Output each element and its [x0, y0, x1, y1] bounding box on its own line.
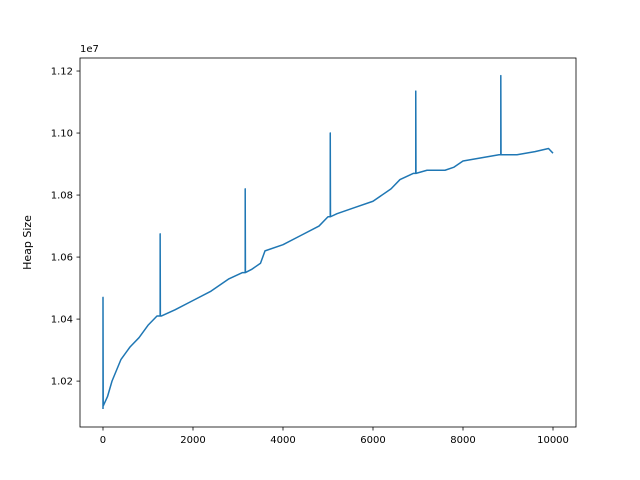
y-tick-label: 1.10 [51, 129, 73, 140]
y-tick-label: 1.02 [51, 377, 73, 388]
data-line [102, 74, 554, 410]
x-tick-label: 2000 [180, 435, 205, 446]
y-tick-label: 1.08 [51, 191, 73, 202]
x-tick-label: 10000 [537, 435, 569, 446]
x-tick-label: 8000 [450, 435, 475, 446]
x-tick-label: 0 [100, 435, 106, 446]
y-tick-label: 1.04 [51, 315, 73, 326]
y-tick-label: 1.12 [51, 67, 73, 78]
axes-frame [79, 57, 577, 428]
x-tick-label: 6000 [360, 435, 385, 446]
y-offset-label: 1e7 [80, 44, 99, 55]
y-axis-label: Heap Size [21, 215, 34, 270]
y-tick-label: 1.06 [51, 253, 73, 264]
x-tick-label: 4000 [270, 435, 295, 446]
